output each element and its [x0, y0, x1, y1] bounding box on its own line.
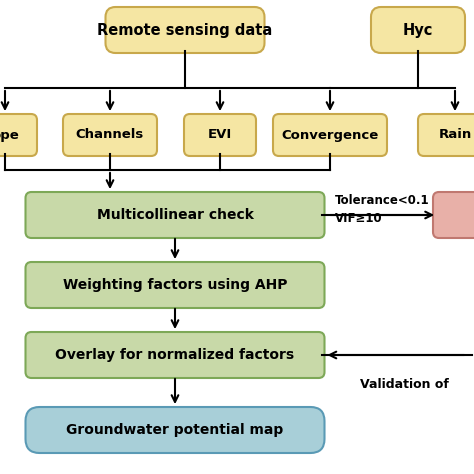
Text: EVI: EVI [208, 128, 232, 142]
Text: Weighting factors using AHP: Weighting factors using AHP [63, 278, 287, 292]
FancyBboxPatch shape [26, 262, 325, 308]
FancyBboxPatch shape [433, 192, 474, 238]
FancyBboxPatch shape [418, 114, 474, 156]
FancyBboxPatch shape [273, 114, 387, 156]
Text: Rain: Rain [438, 128, 472, 142]
FancyBboxPatch shape [26, 192, 325, 238]
Text: Channels: Channels [76, 128, 144, 142]
FancyBboxPatch shape [26, 332, 325, 378]
Text: Validation of: Validation of [360, 379, 449, 392]
Text: Tolerance<0.1
VIF≥10: Tolerance<0.1 VIF≥10 [335, 194, 429, 226]
FancyBboxPatch shape [184, 114, 256, 156]
FancyBboxPatch shape [0, 114, 37, 156]
Text: Overlay for normalized factors: Overlay for normalized factors [55, 348, 294, 362]
FancyBboxPatch shape [371, 7, 465, 53]
Text: Convergence: Convergence [282, 128, 379, 142]
FancyBboxPatch shape [106, 7, 264, 53]
Text: Groundwater potential map: Groundwater potential map [66, 423, 283, 437]
FancyBboxPatch shape [63, 114, 157, 156]
FancyBboxPatch shape [26, 407, 325, 453]
Text: Remote sensing data: Remote sensing data [97, 22, 273, 37]
Text: ope: ope [0, 128, 19, 142]
Text: Multicollinear check: Multicollinear check [97, 208, 254, 222]
Text: Hyc: Hyc [403, 22, 433, 37]
